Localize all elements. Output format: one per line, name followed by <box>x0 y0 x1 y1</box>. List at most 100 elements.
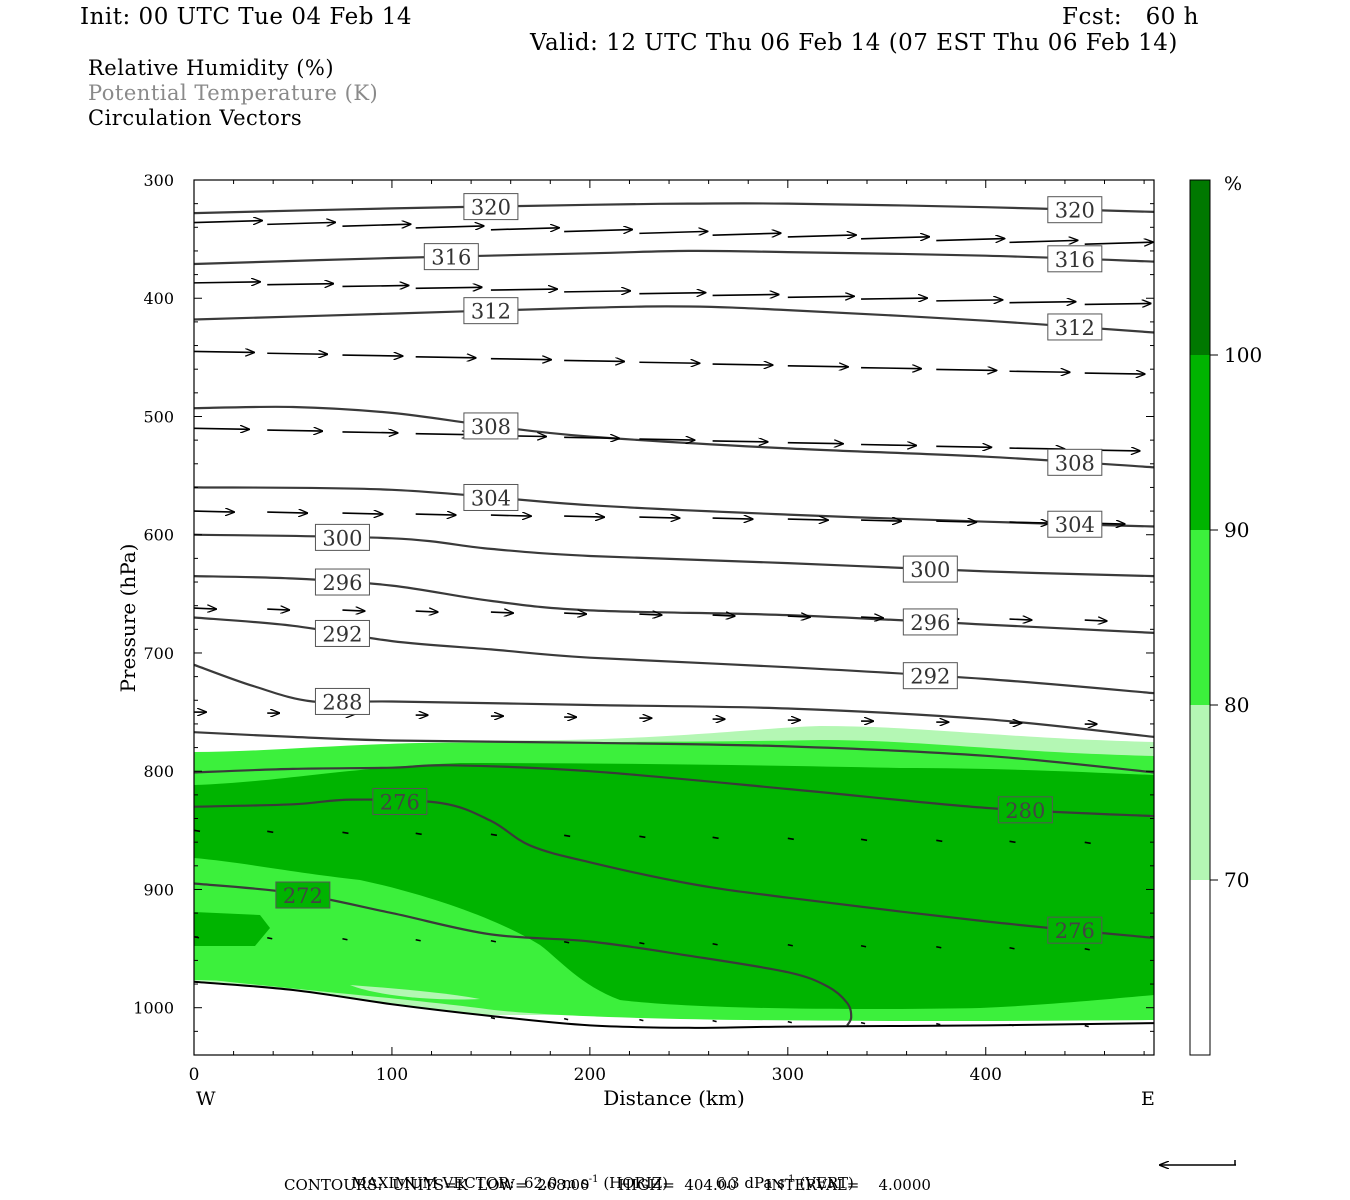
contour-label-280: 280 <box>997 796 1053 824</box>
y-tick-label: 400 <box>143 289 174 308</box>
wind-vector <box>712 518 753 519</box>
wind-vector <box>267 609 289 610</box>
colorbar-80 <box>1190 530 1210 705</box>
y-tick-label: 900 <box>143 880 174 899</box>
init-time: Init: 00 UTC Tue 04 Feb 14 <box>80 4 413 30</box>
theta-contour-316 <box>194 249 1154 266</box>
wind-vector <box>194 428 249 429</box>
wind-vector <box>415 434 471 435</box>
wind-vector <box>712 836 719 840</box>
wind-vector <box>1084 947 1090 951</box>
wind-vector <box>639 231 707 233</box>
wind-vector <box>490 228 559 230</box>
colorbar-90 <box>1190 355 1210 530</box>
max-vector-vert-tail: (VERT) <box>794 1174 854 1192</box>
wind-vector <box>194 511 234 512</box>
wind-vector <box>194 829 201 833</box>
wind-vector <box>267 936 273 940</box>
wind-vector <box>342 224 410 226</box>
wind-vector <box>415 514 456 515</box>
wind-vector <box>267 830 274 834</box>
wind-vector <box>563 1017 569 1021</box>
contour-labels: 320 320 316 316 312 312 308 308 304 304 300 300 296 2… <box>275 193 1103 944</box>
wind-vector <box>936 300 1002 301</box>
field-rh: Relative Humidity (%) <box>88 56 335 80</box>
theta-contours <box>194 202 1154 1026</box>
wind-vector <box>936 369 996 370</box>
rh-band-90-100 <box>194 763 1154 1010</box>
x-end-west: W <box>196 1088 216 1110</box>
wind-vector <box>936 1022 941 1026</box>
svg-text:288: 288 <box>322 690 362 714</box>
circulation-vectors <box>194 221 1153 1028</box>
x-tick-label: 0 <box>189 1065 200 1085</box>
wind-vector <box>415 832 422 836</box>
wind-vector <box>563 940 570 944</box>
contour-label-308: 308 <box>1047 448 1103 476</box>
contour-label-304: 304 <box>1047 510 1103 538</box>
surface-pressure-line <box>194 980 1154 1029</box>
svg-text:296: 296 <box>322 571 362 595</box>
colorbar-level-90: 90 <box>1224 518 1249 542</box>
wind-vector <box>490 612 513 613</box>
svg-text:300: 300 <box>322 526 362 550</box>
max-vector-info: MAXIMUM VECTOR: 62.0 m s-1 (HORIZ) 6.3 d… <box>342 1156 854 1192</box>
wind-vector <box>1009 240 1078 242</box>
svg-text:300: 300 <box>910 558 950 582</box>
theta-contour-308 <box>194 405 1154 469</box>
contour-label-316: 316 <box>1047 245 1103 273</box>
surface-line <box>194 980 1154 1029</box>
contour-label-308: 308 <box>463 412 519 440</box>
svg-text:304: 304 <box>1055 513 1095 537</box>
wind-vector <box>639 941 645 945</box>
wind-vector <box>861 617 883 618</box>
max-vector-vert: 6.3 dPa s <box>715 1174 785 1192</box>
wind-vector <box>787 235 856 237</box>
wind-vector <box>936 239 1004 241</box>
contour-label-300: 300 <box>902 555 958 583</box>
wind-vector <box>564 360 624 361</box>
wind-vector <box>564 613 586 614</box>
wind-vector <box>194 351 254 352</box>
wind-vector <box>639 835 646 839</box>
contour-label-320: 320 <box>1047 196 1103 224</box>
wind-vector <box>1084 841 1091 845</box>
svg-text:280: 280 <box>1005 799 1045 823</box>
wind-vector <box>787 943 793 947</box>
wind-vector <box>1009 1023 1014 1027</box>
wind-vector <box>860 838 868 842</box>
wind-vector <box>712 364 773 365</box>
contour-label-276: 276 <box>1047 916 1103 944</box>
y-tick-label: 800 <box>143 762 174 781</box>
axis-ticks: 300 400 500 600 700 800 900 1000 0 100 200 300 400 <box>133 171 1154 1085</box>
wind-vector <box>787 296 854 297</box>
y-tick-label: 600 <box>143 526 174 545</box>
wind-vector <box>342 355 402 356</box>
wind-vector <box>490 833 498 837</box>
wind-vector <box>564 516 604 517</box>
wind-vector <box>936 945 942 949</box>
svg-text:296: 296 <box>910 611 950 635</box>
theta-contour-272 <box>194 882 853 1026</box>
reference-vector <box>1160 1160 1236 1165</box>
wind-vector <box>490 515 531 516</box>
wind-vector <box>712 615 735 616</box>
wind-vector <box>639 1018 644 1022</box>
x-tick-label: 200 <box>574 1065 606 1085</box>
wind-vector <box>564 437 619 438</box>
svg-text:276: 276 <box>1055 919 1095 943</box>
wind-vector <box>787 1020 793 1024</box>
wind-vector <box>1084 1024 1089 1028</box>
wind-vector <box>342 610 364 611</box>
wind-vector <box>1084 373 1145 374</box>
wind-vector <box>639 517 679 518</box>
svg-text:308: 308 <box>1055 451 1095 475</box>
contour-label-300: 300 <box>314 523 370 551</box>
x-end-east: E <box>1141 1088 1155 1110</box>
svg-text:292: 292 <box>910 665 950 689</box>
wind-vector <box>1084 303 1151 304</box>
max-vector-horiz-tail: (HORIZ) <box>598 1174 669 1192</box>
wind-vector <box>936 521 976 522</box>
wind-vector <box>194 608 216 609</box>
